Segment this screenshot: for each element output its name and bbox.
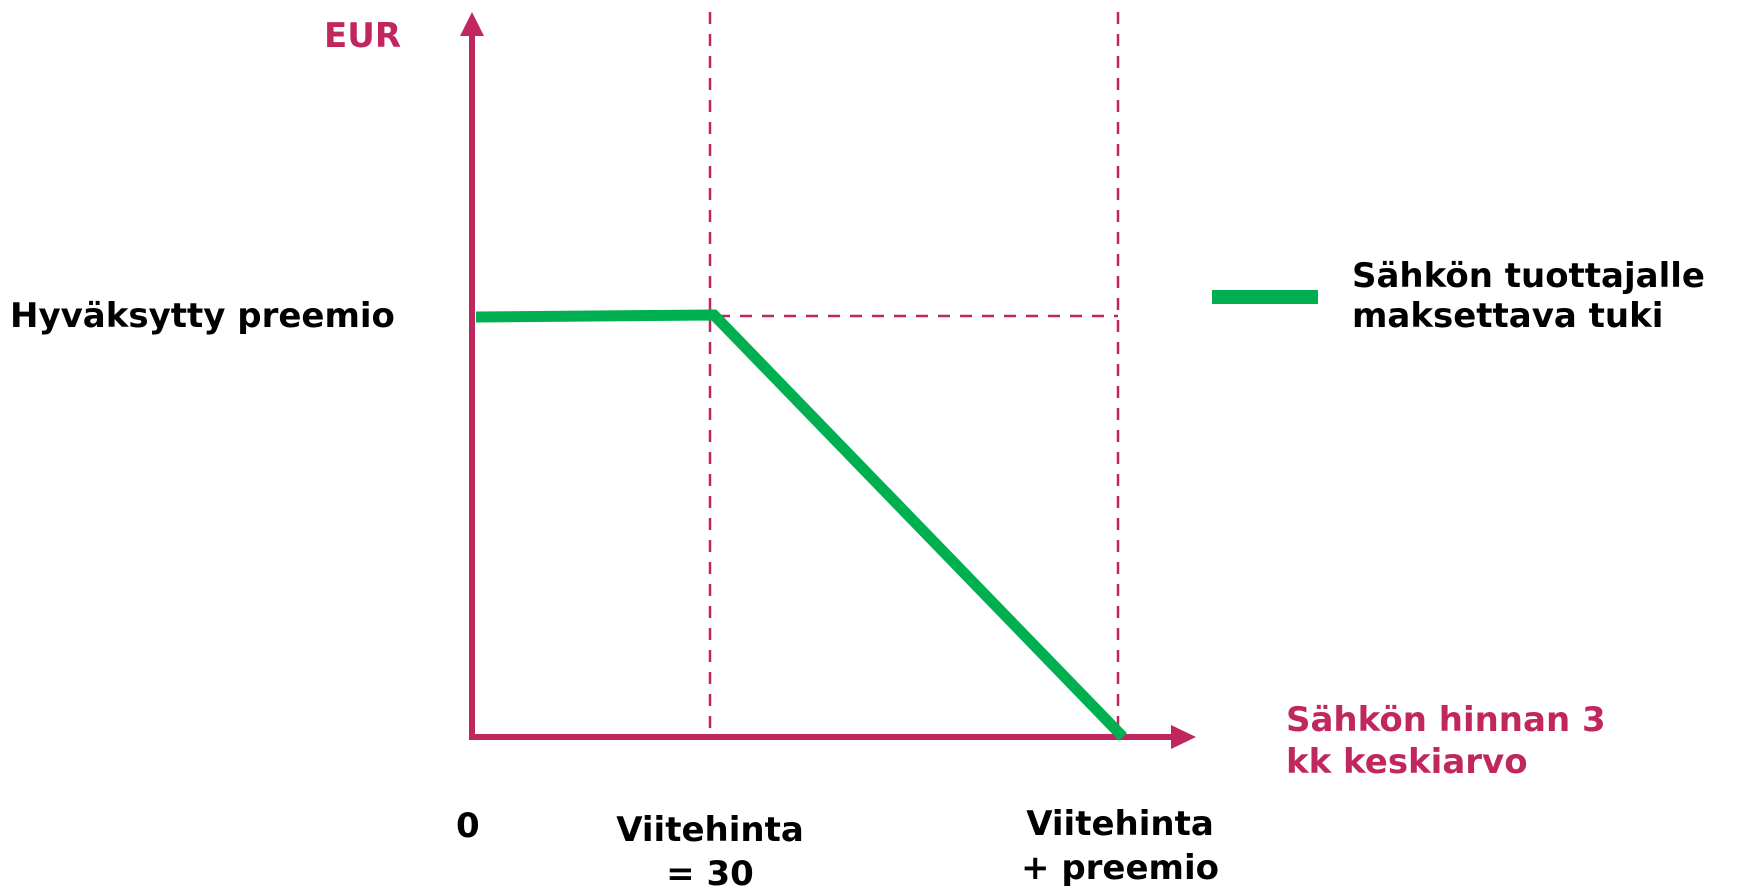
reference-plus-premium-label: Viitehinta + preemio: [1000, 804, 1240, 888]
legend-label-line2: maksettava tuki: [1352, 296, 1664, 336]
x-axis-label-line1: Sähkön hinnan 3: [1286, 700, 1606, 740]
y-axis-label: EUR: [324, 16, 402, 56]
reference-price-line1: Viitehinta: [616, 810, 804, 850]
y-axis-arrowhead: [460, 12, 484, 36]
support-line: [475, 309, 1127, 741]
reference-price-label: Viitehinta = 30: [590, 810, 830, 894]
reference-plus-premium-line1: Viitehinta: [1026, 804, 1214, 844]
legend: Sähkön tuottajalle maksettava tuki: [1352, 256, 1705, 336]
premium-label: Hyväksytty preemio: [10, 296, 395, 336]
legend-label-line1: Sähkön tuottajalle: [1352, 256, 1705, 296]
x-axis-label-line2: kk keskiarvo: [1286, 742, 1528, 782]
reference-plus-premium-line2: + preemio: [1021, 848, 1219, 888]
x-axis-arrowhead: [1171, 725, 1196, 749]
x-axis-label: Sähkön hinnan 3 kk keskiarvo: [1286, 700, 1606, 782]
origin-label: 0: [456, 806, 480, 846]
reference-price-line2: = 30: [666, 854, 754, 894]
